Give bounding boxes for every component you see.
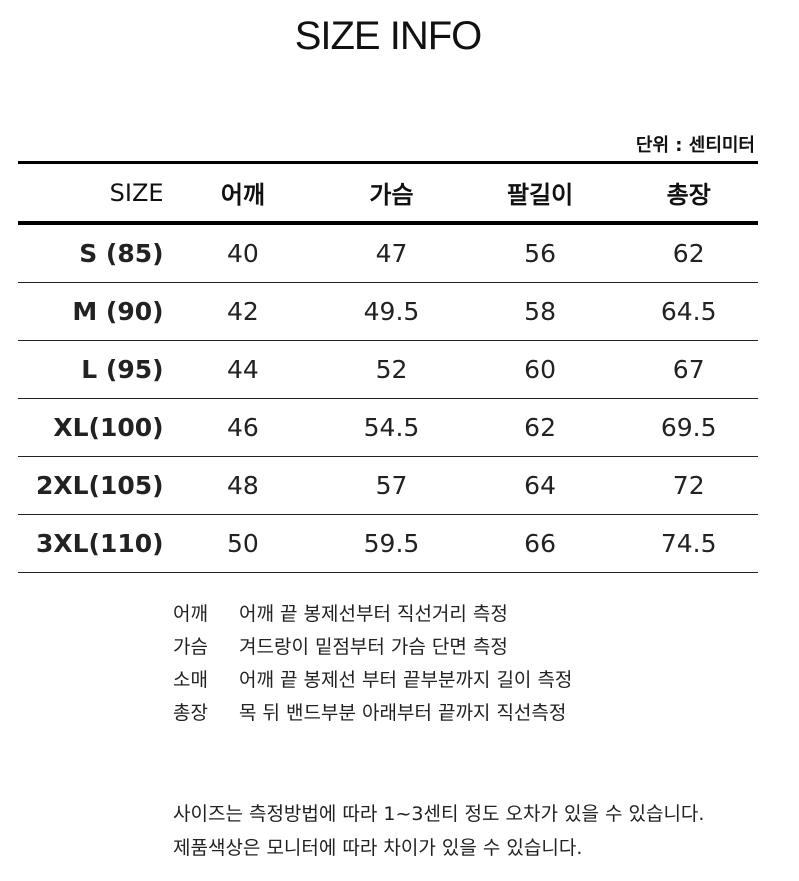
table-row: L (95) 44 52 60 67 xyxy=(18,341,758,399)
table-header: SIZE 어깨 가슴 팔길이 총장 xyxy=(18,162,758,223)
measure-cell: 62 xyxy=(672,239,705,268)
measure-cell: 64 xyxy=(524,471,556,500)
header-chest: 가슴 xyxy=(369,181,414,209)
note-item: 어깨 어깨 끝 봉제선부터 직선거리 측정 xyxy=(173,598,572,631)
measure-cell: 47 xyxy=(375,239,408,268)
disclaimer-line: 제품색상은 모니터에 따라 차이가 있을 수 있습니다. xyxy=(173,837,583,859)
header-length: 총장 xyxy=(666,181,711,209)
measure-cell: 48 xyxy=(226,471,259,500)
table-row: M (90) 42 49.5 58 64.5 xyxy=(18,283,758,341)
size-cell: L (95) xyxy=(81,355,164,384)
measure-cell: 54.5 xyxy=(363,413,420,442)
table-row: XL(100) 46 54.5 62 69.5 xyxy=(18,399,758,457)
measure-cell: 59.5 xyxy=(363,529,420,558)
unit-label: 단위 : 센티미터 xyxy=(635,135,755,156)
note-text: 어깨 끝 봉제선부터 직선거리 측정 xyxy=(239,603,508,625)
measure-cell: 64.5 xyxy=(660,297,717,326)
note-item: 소매 어깨 끝 봉제선 부터 끝부분까지 길이 측정 xyxy=(173,664,572,697)
measure-cell: 52 xyxy=(375,355,408,384)
measure-cell: 50 xyxy=(226,529,259,558)
measure-cell: 74.5 xyxy=(660,529,717,558)
note-label: 총장 xyxy=(173,702,208,724)
measure-cell: 66 xyxy=(524,529,556,558)
page-title: SIZE INFO xyxy=(294,14,483,58)
measure-cell: 72 xyxy=(672,471,705,500)
note-text: 목 뒤 밴드부분 아래부터 끝까지 직선측정 xyxy=(239,702,567,724)
size-cell: 3XL(110) xyxy=(35,529,164,558)
measure-cell: 57 xyxy=(375,471,408,500)
measure-cell: 42 xyxy=(226,297,259,326)
header-shoulder: 어깨 xyxy=(220,181,265,209)
measure-cell: 40 xyxy=(226,239,259,268)
note-text: 겨드랑이 밑점부터 가슴 단면 측정 xyxy=(239,636,508,658)
note-label: 소매 xyxy=(173,669,208,691)
disclaimer-line: 사이즈는 측정방법에 따라 1~3센티 정도 오차가 있을 수 있습니다. xyxy=(173,803,705,825)
table-row: 3XL(110) 50 59.5 66 74.5 xyxy=(18,515,758,573)
note-item: 총장 목 뒤 밴드부분 아래부터 끝까지 직선측정 xyxy=(173,697,572,730)
measure-cell: 67 xyxy=(672,355,705,384)
note-label: 어깨 xyxy=(173,603,208,625)
size-cell: XL(100) xyxy=(53,413,164,442)
table-row: S (85) 40 47 56 62 xyxy=(18,223,758,283)
size-cell: M (90) xyxy=(72,297,164,326)
disclaimer: 사이즈는 측정방법에 따라 1~3센티 정도 오차가 있을 수 있습니다. 제품… xyxy=(173,797,704,865)
measure-cell: 69.5 xyxy=(660,413,717,442)
size-cell: 2XL(105) xyxy=(35,471,164,500)
size-cell: S (85) xyxy=(79,239,164,268)
measure-cell: 56 xyxy=(524,239,556,268)
measurement-notes: 어깨 어깨 끝 봉제선부터 직선거리 측정 가슴 겨드랑이 밑점부터 가슴 단면 측… xyxy=(173,598,572,730)
note-item: 가슴 겨드랑이 밑점부터 가슴 단면 측정 xyxy=(173,631,572,664)
measure-cell: 44 xyxy=(226,355,259,384)
measure-cell: 60 xyxy=(524,355,556,384)
measure-cell: 58 xyxy=(524,297,556,326)
header-size: SIZE xyxy=(109,178,164,207)
measure-cell: 49.5 xyxy=(363,297,420,326)
table-row: 2XL(105) 48 57 64 72 xyxy=(18,457,758,515)
measure-cell: 62 xyxy=(524,413,556,442)
note-text: 어깨 끝 봉제선 부터 끝부분까지 길이 측정 xyxy=(239,669,573,691)
size-table: SIZE 어깨 가슴 팔길이 총장 S (85) 40 47 56 62 M (90) 42… xyxy=(18,161,758,573)
note-label: 가슴 xyxy=(173,636,208,658)
header-sleeve: 팔길이 xyxy=(506,181,574,209)
measure-cell: 46 xyxy=(226,413,259,442)
